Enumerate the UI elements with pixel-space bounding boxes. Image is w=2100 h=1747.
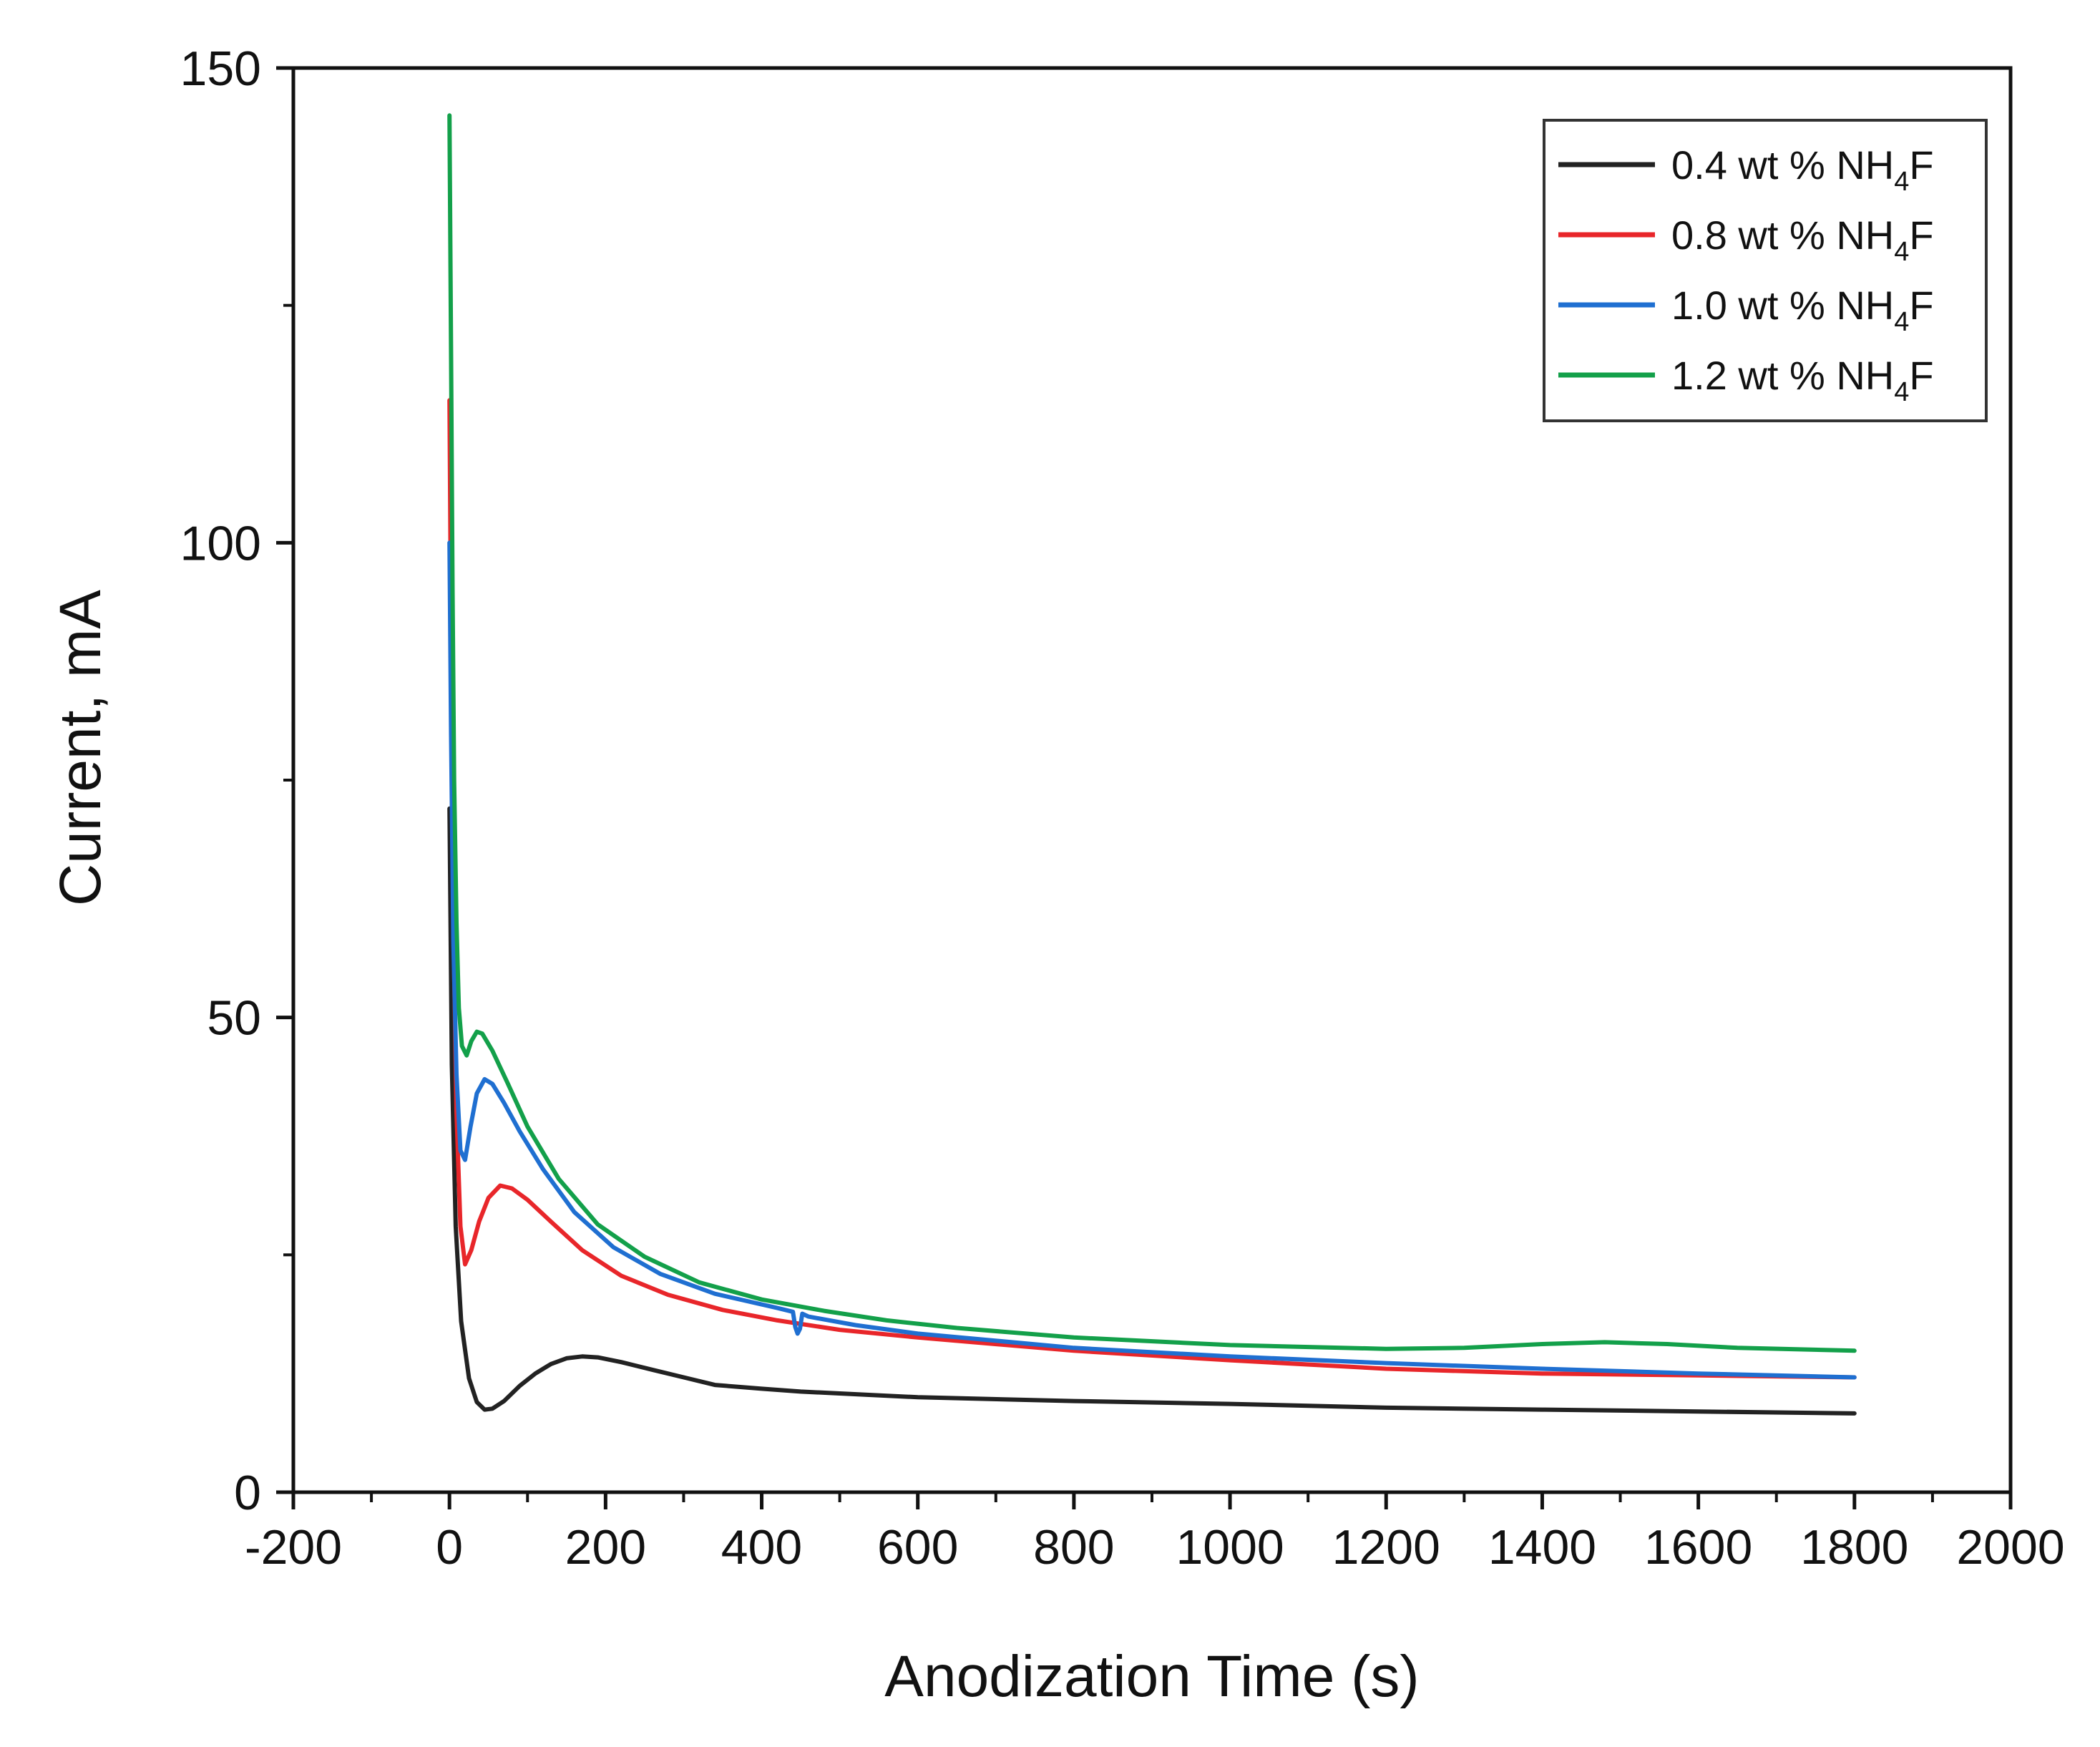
legend-box <box>1543 119 1988 422</box>
series-line-2 <box>447 398 1857 1380</box>
series-line-1 <box>447 806 1857 1416</box>
axes: -200 0 200 400 600 800 1000 1200 1400 1600 1800 200… <box>180 42 2065 1575</box>
x-axis-title: Anodization Time (s) <box>884 1644 1419 1709</box>
series-line-4 <box>447 113 1857 1353</box>
legend-label-3: 1.0 wt % NH4F <box>1671 283 1934 337</box>
x-tick-label: 1200 <box>1332 1520 1440 1575</box>
legend-label-4: 1.2 wt % NH4F <box>1671 353 1934 407</box>
y-tick-label: 100 <box>180 516 261 570</box>
x-tick-label: 0 <box>436 1520 463 1575</box>
x-tick-label: 200 <box>565 1520 646 1575</box>
legend-label-2: 0.8 wt % NH4F <box>1671 213 1934 267</box>
y-tick-label: 0 <box>234 1466 261 1520</box>
x-tick-label: 600 <box>877 1520 958 1575</box>
x-tick-label: 2000 <box>1956 1520 2064 1575</box>
x-tick-label: 1400 <box>1488 1520 1596 1575</box>
legend: 0.4 wt % NH4F 0.8 wt % NH4F 1.0 wt % NH4F 1… <box>1543 119 1988 422</box>
x-tick-label: 1800 <box>1800 1520 1908 1575</box>
x-tick-label: -200 <box>245 1520 342 1575</box>
legend-label-1: 0.4 wt % NH4F <box>1671 142 1934 197</box>
y-tick-label: 50 <box>207 991 261 1046</box>
x-tick-label: 1600 <box>1644 1520 1752 1575</box>
plot-area <box>447 113 1857 1416</box>
series-lines <box>447 113 1857 1416</box>
y-tick-label: 150 <box>180 42 261 96</box>
x-tick-label: 1000 <box>1176 1520 1284 1575</box>
x-tick-label: 400 <box>721 1520 802 1575</box>
y-axis-title: Current, mA <box>48 590 113 906</box>
series-line-3 <box>447 540 1857 1380</box>
x-tick-label: 800 <box>1033 1520 1114 1575</box>
